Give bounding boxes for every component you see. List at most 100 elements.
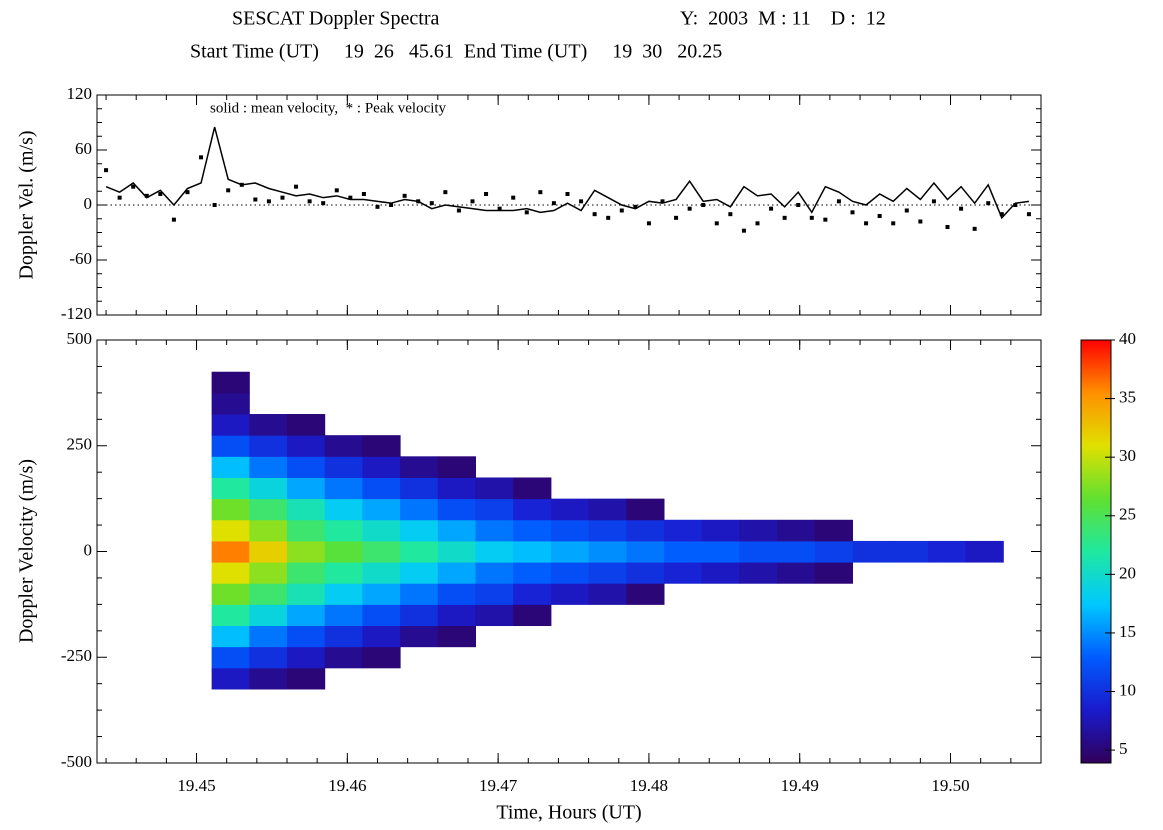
peak-velocity-dot — [511, 195, 516, 200]
heatmap-cell — [852, 540, 891, 563]
peak-velocity-dot — [538, 190, 543, 195]
colorbar-tick-label: 5 — [1119, 739, 1128, 758]
heatmap-cell — [211, 392, 250, 415]
heatmap-cell — [400, 625, 439, 648]
peak-velocity-dot — [741, 228, 746, 233]
heatmap-cell — [324, 498, 363, 521]
heatmap-cell — [437, 583, 477, 605]
peak-velocity-dot — [592, 212, 597, 217]
heatmap-cell — [777, 519, 816, 542]
peak-velocity-dot — [904, 208, 909, 213]
heatmap-cell — [287, 456, 326, 478]
x-axis-label: Time, Hours (UT) — [496, 802, 641, 824]
heatmap-cell — [211, 625, 250, 648]
heatmap-cell — [437, 477, 477, 500]
heatmap-cell — [437, 540, 477, 563]
colorbar-tick-label: 25 — [1119, 505, 1136, 524]
peak-velocity-dot — [226, 188, 231, 193]
heatmap-cell — [324, 604, 363, 627]
peak-velocity-dot — [782, 215, 787, 220]
heatmap-cell — [626, 540, 665, 563]
peak-velocity-dot — [565, 192, 570, 196]
peak-velocity-dot — [918, 219, 923, 224]
heatmap-cell — [626, 519, 665, 542]
y-tick-label: 0 — [84, 540, 93, 559]
heatmap-cell — [513, 562, 552, 584]
heatmap-cell — [475, 540, 514, 563]
heatmap-cell — [475, 562, 514, 584]
peak-velocity-dot — [646, 221, 651, 226]
heatmap-cell — [324, 562, 363, 584]
heatmap-cell — [362, 583, 401, 605]
heatmap-cell — [287, 540, 326, 563]
peak-velocity-dot — [836, 199, 841, 204]
peak-velocity-dot — [1026, 212, 1031, 217]
heatmap-cell — [739, 519, 778, 542]
heatmap-cell — [814, 562, 854, 584]
heatmap-cell — [890, 540, 929, 563]
peak-velocity-dot — [809, 215, 814, 220]
colorbar-tick-label: 40 — [1119, 329, 1136, 348]
peak-velocity-dot — [117, 195, 122, 200]
heatmap-cell — [249, 625, 288, 648]
heatmap-cell — [249, 498, 288, 521]
chart-subtitle: Start Time (UT) 19 26 45.61 End Time (UT… — [190, 41, 722, 63]
heatmap-cell — [287, 477, 326, 500]
peak-velocity-dot — [945, 225, 950, 229]
heatmap-cell — [324, 583, 363, 605]
peak-velocity-dot — [850, 210, 855, 215]
heatmap-cell — [588, 540, 627, 563]
y-tick-label: 500 — [67, 329, 93, 348]
x-tick-label: 19.50 — [931, 776, 969, 795]
heatmap-cell — [362, 456, 401, 478]
peak-velocity-dot — [402, 193, 407, 198]
heatmap-cell — [324, 625, 363, 648]
heatmap-cell — [400, 456, 439, 478]
heatmap-cell — [739, 540, 778, 563]
heatmap-cell — [739, 562, 778, 584]
y-axis-label: Doppler Vel. (m/s) — [16, 130, 38, 279]
x-tick-label: 19.49 — [781, 776, 819, 795]
heatmap-cell — [475, 519, 514, 542]
heatmap-cell — [400, 562, 439, 584]
heatmap-cell — [249, 456, 288, 478]
heatmap-cell — [400, 477, 439, 500]
peak-velocity-dot — [456, 208, 461, 213]
colorbar-tick-label: 35 — [1119, 387, 1136, 406]
heatmap-cell — [626, 498, 665, 521]
heatmap-cell — [287, 583, 326, 605]
peak-velocity-dot — [497, 206, 502, 211]
heatmap-cell — [211, 583, 250, 605]
heatmap-cell — [211, 435, 250, 457]
heatmap-cell — [475, 498, 514, 521]
heatmap-cell — [211, 456, 250, 478]
heatmap-cell — [437, 498, 477, 521]
peak-velocity-dot — [280, 195, 285, 200]
heatmap-cell — [211, 562, 250, 584]
heatmap-cell — [324, 519, 363, 542]
heatmap-cell — [664, 519, 703, 542]
heatmap-cell — [249, 604, 288, 627]
heatmap-cell — [777, 562, 816, 584]
heatmap-cell — [211, 371, 250, 394]
heatmap-cell — [211, 540, 250, 563]
y-tick-label: 250 — [67, 435, 93, 454]
y-tick-label: -250 — [61, 646, 92, 665]
date-label: Y: 2003 M : 11 D : 12 — [680, 8, 886, 30]
heatmap-cell — [550, 583, 590, 605]
heatmap-cell — [287, 519, 326, 542]
y-tick-label: 0 — [84, 194, 93, 213]
peak-velocity-dot — [877, 214, 882, 218]
heatmap-cell — [475, 583, 514, 605]
heatmap-cell — [513, 477, 552, 500]
heatmap-cell — [249, 435, 288, 457]
heatmap-cell — [362, 540, 401, 563]
heatmap-cell — [362, 519, 401, 542]
heatmap-cell — [287, 604, 326, 627]
peak-velocity-dot — [959, 206, 964, 211]
heatmap-cell — [475, 604, 514, 627]
heatmap-cell — [287, 646, 326, 669]
heatmap-cell — [400, 604, 439, 627]
heatmap-cell — [287, 562, 326, 584]
heatmap-cell — [324, 456, 363, 478]
